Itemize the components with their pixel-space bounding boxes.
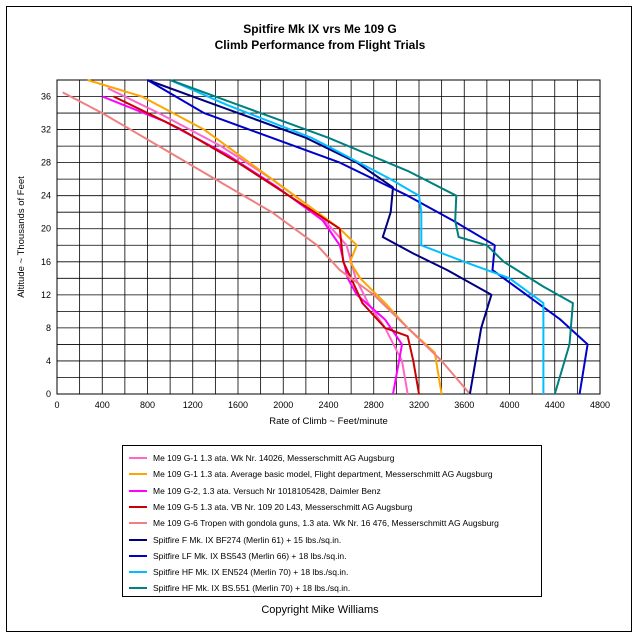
y-tick-label: 12 (41, 290, 51, 300)
x-tick-label: 4000 (499, 400, 519, 410)
x-tick-label: 0 (54, 400, 59, 410)
x-axis-label: Rate of Climb ~ Feet/minute (269, 416, 388, 427)
x-tick-label: 800 (140, 400, 155, 410)
series-line-5 (62, 91, 471, 395)
y-tick-label: 0 (46, 389, 51, 399)
y-tick-label: 28 (41, 158, 51, 168)
legend-swatch (129, 587, 147, 590)
climb-chart: 0 400 800 1200 1600 2000 2400 2800 3200 3600 4000 4… (16, 79, 610, 427)
series-line-1 (107, 87, 409, 395)
chart-frame (6, 6, 632, 632)
series-line-6 (147, 79, 493, 395)
legend-item: Spitfire HF Mk. IX EN524 (Merlin 70) + 1… (129, 564, 348, 580)
x-tick-label: 1200 (183, 400, 203, 410)
legend-swatch (129, 571, 147, 574)
legend-swatch (129, 538, 147, 541)
legend-item: Me 109 G-1 1.3 ata. Wk Nr. 14026, Messer… (129, 450, 394, 466)
x-tick-label: 2000 (273, 400, 293, 410)
x-tick-label: 1600 (228, 400, 248, 410)
x-tick-label: 4400 (545, 400, 565, 410)
legend-label: Me 109 G-5 1.3 ata. VB Nr. 109 20 L43, M… (153, 501, 413, 512)
legend-swatch (129, 505, 147, 508)
y-axis-label: Altitude ~ Thousands of Feet (16, 176, 27, 298)
legend-label: Spitfire HF Mk. IX EN524 (Merlin 70) + 1… (153, 567, 349, 578)
legend-label: Me 109 G-1 1.3 ata. Average basic model,… (153, 469, 493, 480)
legend-item: Spitfire LF Mk. IX BS543 (Merlin 66) + 1… (129, 548, 346, 564)
legend-label: Me 109 G-2, 1.3 ata. Versuch Nr 10181054… (153, 485, 381, 496)
copyright-text: Copyright Mike Williams (261, 604, 379, 616)
y-tick-label: 4 (46, 356, 51, 366)
series-line-2 (87, 79, 443, 395)
y-tick-label: 32 (41, 125, 51, 135)
legend-item: Spitfire HF Mk. IX BS.551 (Merlin 70) + … (129, 580, 350, 596)
legend-swatch (129, 522, 147, 525)
x-tick-label: 400 (95, 400, 110, 410)
x-tick-label: 3200 (409, 400, 429, 410)
chart-subtitle: Climb Performance from Flight Trials (214, 38, 426, 52)
legend-swatch (129, 489, 147, 492)
legend-item: Me 109 G-5 1.3 ata. VB Nr. 109 20 L43, M… (129, 499, 412, 515)
x-tick-label: 4800 (590, 400, 610, 410)
x-tick-label: 3600 (454, 400, 474, 410)
legend-swatch (129, 554, 147, 557)
y-tick-label: 20 (41, 224, 51, 234)
series-line-8 (169, 79, 545, 394)
legend-item: Me 109 G-6 Tropen with gondola guns, 1.3… (129, 515, 499, 531)
series-line-4 (113, 95, 420, 395)
legend-label: Spitfire HF Mk. IX BS.551 (Merlin 70) + … (153, 583, 351, 594)
legend-swatch (129, 457, 147, 459)
legend-item: Me 109 G-1 1.3 ata. Average basic model,… (129, 466, 493, 482)
legend-label: Spitfire LF Mk. IX BS543 (Merlin 66) + 1… (153, 550, 347, 561)
y-tick-label: 36 (41, 92, 51, 102)
series-line-9 (169, 79, 574, 395)
y-tick-label: 8 (46, 323, 51, 333)
legend-item: Me 109 G-2, 1.3 ata. Versuch Nr 10181054… (129, 483, 381, 499)
chart-legend: Me 109 G-1 1.3 ata. Wk Nr. 14026, Messer… (122, 445, 542, 597)
x-tick-label: 2800 (364, 400, 384, 410)
plot-area (56, 79, 601, 395)
legend-label: Me 109 G-6 Tropen with gondola guns, 1.3… (153, 518, 499, 529)
y-tick-label: 16 (41, 257, 51, 267)
chart-title: Spitfire Mk IX vrs Me 109 G (243, 22, 397, 36)
legend-label: Me 109 G-1 1.3 ata. Wk Nr. 14026, Messer… (153, 453, 395, 463)
legend-label: Spitfire F Mk. IX BF274 (Merlin 61) + 15… (153, 534, 342, 545)
legend-item: Spitfire F Mk. IX BF274 (Merlin 61) + 15… (129, 532, 341, 548)
x-tick-label: 2400 (318, 400, 338, 410)
series-line-7 (146, 79, 589, 395)
legend-swatch (129, 473, 147, 476)
y-tick-label: 24 (41, 191, 51, 201)
